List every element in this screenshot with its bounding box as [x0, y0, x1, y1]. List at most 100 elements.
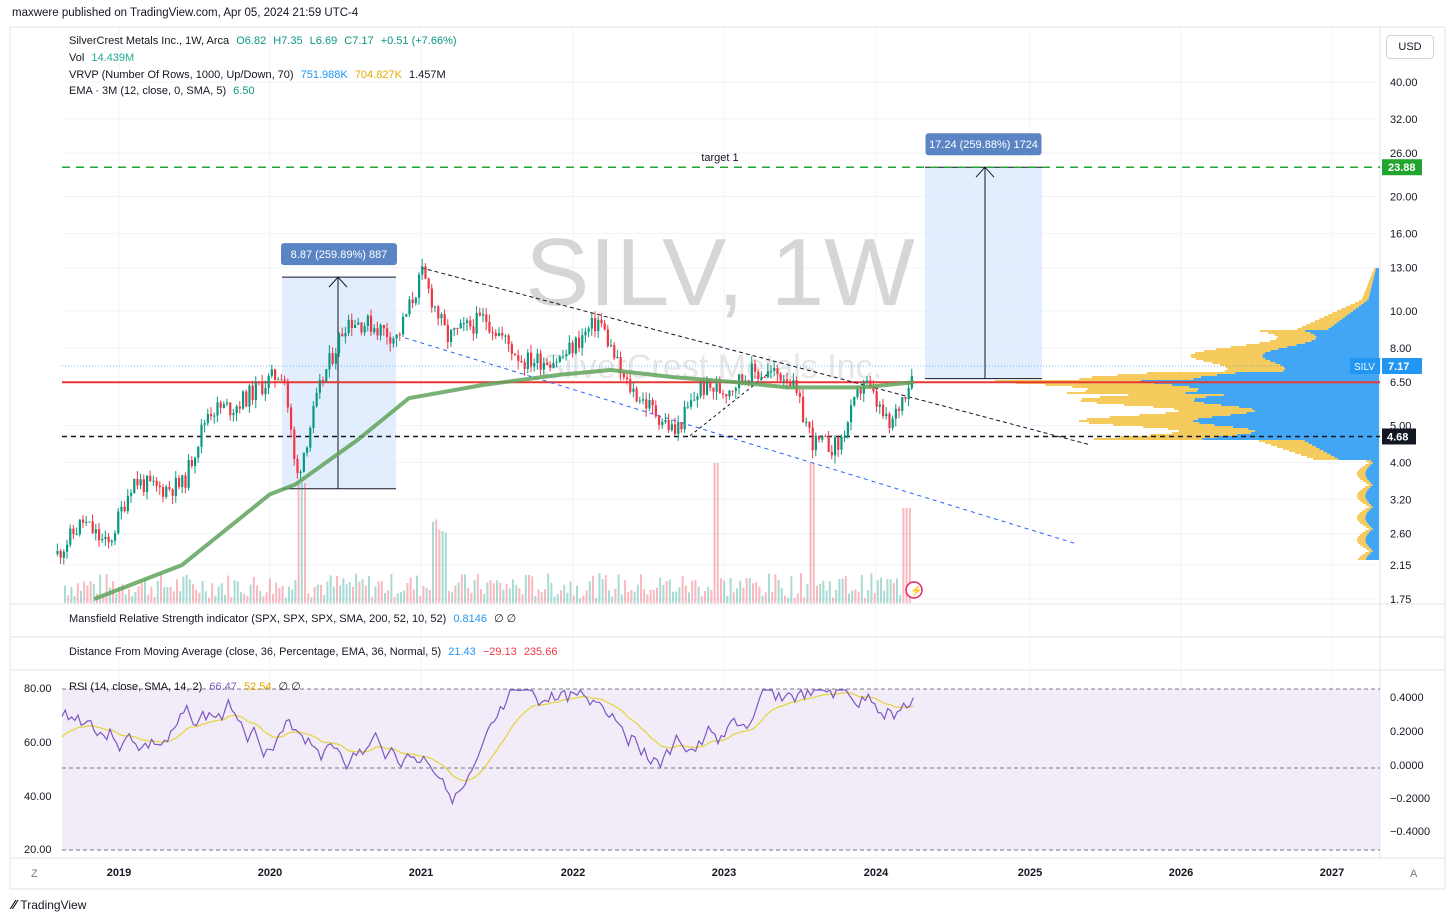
volume-bar [188, 579, 191, 603]
rsi-extra: ∅ ∅ [278, 681, 301, 693]
vrvp-bar-down [1153, 406, 1240, 408]
volume-bar [809, 463, 812, 603]
candle-body [328, 353, 331, 370]
vrvp-bar-down [1366, 286, 1372, 288]
volume-bar [547, 573, 550, 603]
candle-body [782, 379, 785, 381]
vrvp-bar-down [1362, 480, 1369, 482]
volume-bar [524, 574, 527, 603]
vrvp-bar-down [1190, 354, 1263, 356]
volume-bar [496, 580, 498, 603]
vrvp-bar-up [1334, 456, 1379, 458]
candle-body [273, 369, 277, 380]
price-axis-label: 10.00 [1390, 306, 1418, 318]
vrvp-bar-up [1316, 336, 1379, 338]
candle-body [789, 382, 792, 386]
zoom-z-button[interactable]: Z [31, 868, 38, 880]
vrvp-bar-down [1337, 310, 1353, 312]
volume-bar [499, 582, 502, 603]
candle-body [869, 380, 872, 387]
vrvp-bar-up [1235, 372, 1379, 374]
legend-symbol-name: SilverCrest Metals Inc., 1W, Arca [69, 35, 230, 47]
dfma-v3: 235.66 [523, 646, 558, 658]
volume-bar [508, 588, 511, 603]
volume-bar [742, 587, 745, 603]
volume-bar [435, 519, 438, 603]
volume-bar [464, 574, 466, 603]
candle-body [107, 536, 110, 543]
candle-body [139, 479, 142, 486]
vrvp-bar-down [1139, 414, 1231, 416]
tradingview-brand[interactable]: ⁄⁄ TradingView [12, 897, 86, 912]
volume-bar [124, 594, 127, 603]
currency-button[interactable]: USD [1386, 35, 1434, 59]
candle-body [501, 332, 504, 336]
vrvp-bar-down [1301, 454, 1331, 456]
vrvp-bar-up [1367, 544, 1379, 546]
volume-bar [313, 587, 316, 603]
candle-body [203, 423, 206, 425]
volume-bar [544, 589, 546, 603]
vrvp-bar-up [1140, 380, 1379, 382]
vrvp-bar-down [1357, 494, 1366, 496]
vrvp-bar-down [1178, 410, 1255, 412]
volume-bar [800, 573, 802, 603]
candle-body [600, 319, 603, 324]
candle-body [907, 388, 910, 400]
vrvp-bar-up [1188, 386, 1379, 388]
volume-bar [86, 585, 89, 603]
volume-bar [755, 582, 758, 603]
volume-bar [396, 593, 399, 603]
volume-bar [473, 579, 476, 603]
vrvp-bar-down [1365, 290, 1371, 292]
volume-bar [406, 583, 409, 603]
candle-body [414, 297, 417, 304]
candle-body [254, 381, 257, 400]
volume-bar [902, 508, 905, 603]
volume-bar [764, 592, 767, 603]
vrvp-bar-up [1264, 352, 1379, 354]
vrvp-bar-down [1358, 520, 1367, 522]
candle-body [709, 379, 712, 388]
volume-bar [806, 583, 809, 603]
vrvp-bar-up [1280, 364, 1379, 366]
vrvp-bar-up [1370, 526, 1379, 528]
vrvp-bar-down [1165, 412, 1247, 414]
auto-scale-button[interactable]: A [1410, 868, 1418, 880]
volume-bar [480, 589, 482, 603]
vrvp-bar-up [1311, 340, 1379, 342]
candle-body [238, 406, 241, 409]
volume-bar [678, 587, 681, 603]
vrvp-bar-down [1216, 348, 1279, 350]
vrvp-bar-down [1295, 452, 1327, 454]
candle-body [392, 338, 395, 344]
vrvp-bar-down [1268, 332, 1311, 334]
vrvp-bar-down [1271, 444, 1313, 446]
volume-bar [211, 583, 214, 603]
volume-bar [70, 586, 73, 603]
vrvp-bar-down [1362, 298, 1369, 300]
vrvp-bar-up [1331, 326, 1379, 328]
candle-body [213, 415, 216, 417]
vrvp-bar-up [1198, 388, 1379, 390]
candle-body [216, 402, 219, 416]
volume-bar [656, 587, 658, 603]
legend-ema-value: 6.50 [233, 85, 255, 97]
volume-bar [400, 592, 402, 603]
candle-body [520, 360, 523, 363]
volume-bar [659, 577, 662, 603]
vrvp-bar-down [1358, 498, 1367, 500]
volume-bar [67, 595, 70, 603]
candle-body [693, 399, 696, 401]
candle-body [171, 489, 174, 496]
vrvp-bar-up [1367, 522, 1379, 524]
price-axis-label: 20.00 [1390, 192, 1418, 204]
volume-bar [905, 508, 908, 603]
rsi-v2: 52.54 [243, 681, 272, 693]
vrvp-bar-down [1357, 518, 1366, 520]
vrvp-bar-down [1362, 296, 1369, 298]
vrvp-bar-up [1199, 422, 1379, 424]
volume-bar [332, 586, 335, 603]
candle-body [664, 420, 667, 423]
